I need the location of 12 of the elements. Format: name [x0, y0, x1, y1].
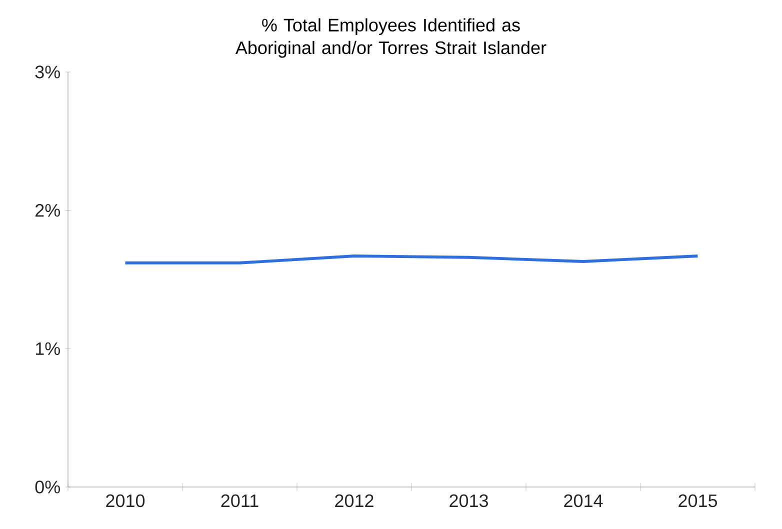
x-tick-label: 2014 — [564, 494, 603, 508]
line-series — [124, 254, 700, 264]
x-tick-label: 2010 — [106, 494, 145, 508]
x-tick-label: 2012 — [335, 494, 374, 508]
y-tick-label: 0% — [35, 480, 60, 494]
x-tick-label: 2013 — [450, 494, 488, 508]
chart-title: % Total Employees Identified as Aboriginal and/or Torres Strait Islander — [235, 18, 546, 58]
x-tick-label: 2011 — [221, 494, 258, 508]
y-tick-label: 1% — [36, 342, 60, 355]
y-tick-label: 3% — [35, 66, 60, 78]
y-tick-label: 2% — [36, 204, 60, 217]
x-tick-label: 2015 — [678, 494, 718, 508]
